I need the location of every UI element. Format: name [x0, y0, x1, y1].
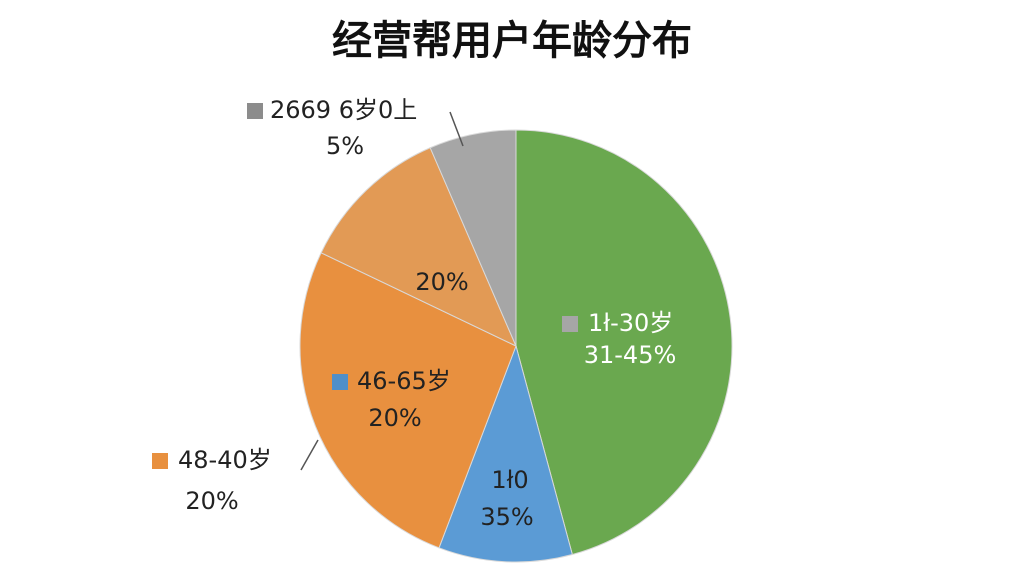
legend-marker — [562, 316, 578, 332]
slice-label: 2669 6岁0上 — [270, 96, 417, 124]
leader-line — [449, 111, 464, 147]
slice-label: 1ł-30岁 — [588, 309, 673, 337]
slice-label: 20% — [185, 487, 238, 515]
slice-label: 1ł0 — [491, 466, 528, 494]
slice-label: 35% — [480, 503, 533, 531]
slice-label: 46-65岁 — [357, 367, 451, 395]
labels: 2669 6岁0上 5% 20% 1ł-30岁 31-45% 46-65岁 20% 48-40… — [152, 96, 676, 531]
pie-slice — [429, 129, 517, 347]
pie-slice — [299, 252, 517, 549]
slice-label: 20% — [368, 404, 421, 432]
legend-marker — [247, 103, 263, 119]
slice-label: 48-40岁 — [178, 446, 272, 474]
legend-marker — [332, 374, 348, 390]
pie-slice — [320, 147, 517, 348]
pie-slice — [515, 129, 733, 556]
pie — [299, 129, 733, 563]
legend-marker — [152, 453, 168, 469]
pie-slice — [438, 344, 573, 563]
slice-label: 20% — [415, 268, 468, 296]
chart-title: 经营帮用户年龄分布 — [332, 18, 692, 64]
slice-label: 31-45% — [584, 341, 677, 369]
leader-line — [300, 439, 319, 471]
slice-label: 5% — [326, 132, 364, 160]
